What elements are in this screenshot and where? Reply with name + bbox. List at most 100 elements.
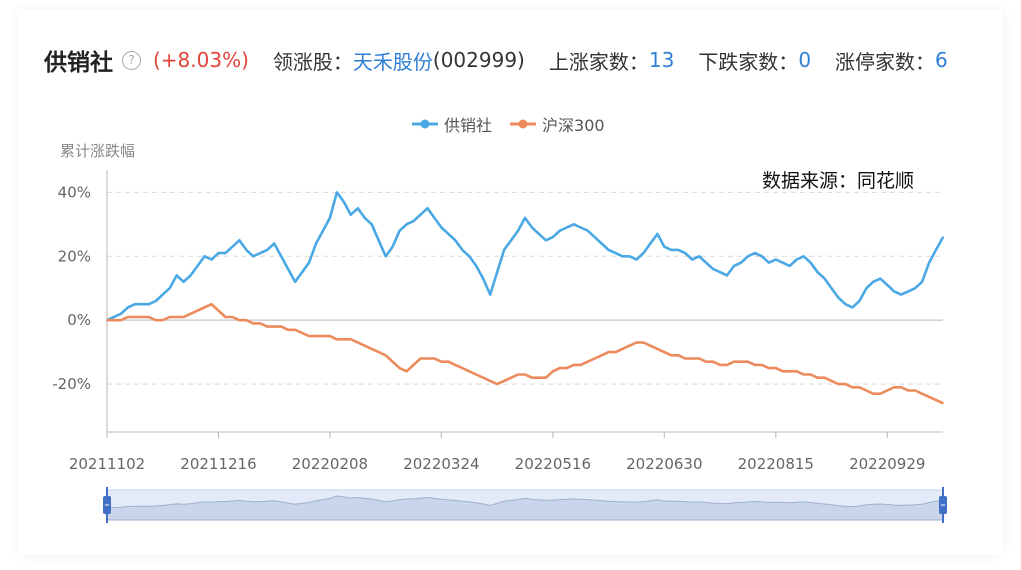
data-point — [462, 367, 464, 369]
data-point — [441, 227, 443, 229]
data-point — [803, 374, 805, 376]
data-point — [434, 217, 436, 219]
data-point — [322, 335, 324, 337]
data-point — [176, 275, 178, 277]
data-point — [273, 243, 275, 245]
x-tick-label: 20211102 — [69, 455, 145, 473]
data-point — [301, 271, 303, 273]
data-point — [239, 239, 241, 241]
data-point — [810, 374, 812, 376]
zoom-slider[interactable] — [103, 487, 947, 523]
data-point — [942, 402, 944, 404]
data-point — [559, 230, 561, 232]
x-tick-labels: 20211102 20211216 20220208 20220324 20220516… — [69, 455, 926, 473]
y-tick-label: 40% — [58, 183, 91, 201]
data-point — [127, 307, 129, 309]
data-point — [705, 262, 707, 264]
data-point — [671, 249, 673, 251]
data-point — [448, 233, 450, 235]
data-point — [852, 307, 854, 309]
data-point — [371, 348, 373, 350]
data-point — [914, 287, 916, 289]
data-point — [671, 355, 673, 357]
data-point — [928, 262, 930, 264]
data-point — [768, 262, 770, 264]
data-point — [636, 259, 638, 261]
axes — [107, 170, 943, 438]
data-point — [601, 243, 603, 245]
data-point — [636, 342, 638, 344]
data-point — [190, 313, 192, 315]
data-point — [810, 262, 812, 264]
data-point — [517, 374, 519, 376]
data-point — [218, 310, 220, 312]
data-point — [378, 239, 380, 241]
data-point — [650, 243, 652, 245]
data-point — [677, 355, 679, 357]
data-point — [301, 332, 303, 334]
data-point — [253, 255, 255, 257]
data-point — [266, 326, 268, 328]
data-point — [886, 284, 888, 286]
data-point — [664, 246, 666, 248]
data-point — [928, 396, 930, 398]
data-point — [824, 377, 826, 379]
data-point — [761, 364, 763, 366]
data-point — [399, 230, 401, 232]
data-point — [880, 393, 882, 395]
data-point — [733, 361, 735, 363]
data-point — [921, 393, 923, 395]
data-point — [740, 262, 742, 264]
data-point — [315, 243, 317, 245]
data-point — [106, 319, 108, 321]
data-point — [740, 361, 742, 363]
x-tick-label: 20220630 — [626, 455, 702, 473]
data-point — [747, 361, 749, 363]
data-point — [838, 297, 840, 299]
data-point — [357, 342, 359, 344]
data-point — [845, 303, 847, 305]
data-point — [775, 259, 777, 261]
data-point — [817, 377, 819, 379]
data-point — [629, 345, 631, 347]
data-point — [287, 329, 289, 331]
data-point — [803, 255, 805, 257]
data-point — [775, 367, 777, 369]
data-point — [503, 249, 505, 251]
data-point — [580, 227, 582, 229]
data-point — [434, 358, 436, 360]
x-tick-label: 20220929 — [849, 455, 925, 473]
data-point — [350, 339, 352, 341]
x-tick-label: 20220516 — [515, 455, 591, 473]
data-point — [831, 287, 833, 289]
data-point — [294, 329, 296, 331]
data-point — [336, 192, 338, 194]
data-point — [796, 370, 798, 372]
data-point — [482, 377, 484, 379]
data-point — [413, 364, 415, 366]
data-point — [935, 399, 937, 401]
data-point — [336, 339, 338, 341]
data-point — [900, 294, 902, 296]
data-point — [385, 355, 387, 357]
data-point — [413, 220, 415, 222]
data-point — [287, 268, 289, 270]
data-point — [364, 345, 366, 347]
data-point — [691, 259, 693, 261]
data-point — [364, 217, 366, 219]
data-point — [399, 367, 401, 369]
data-point — [601, 355, 603, 357]
series-line-2 — [107, 304, 943, 403]
data-point — [141, 303, 143, 305]
data-point — [211, 259, 213, 261]
data-point — [239, 319, 241, 321]
data-point — [496, 271, 498, 273]
data-point — [169, 287, 171, 289]
data-point — [246, 249, 248, 251]
data-point — [155, 300, 157, 302]
data-point — [378, 351, 380, 353]
data-point — [322, 230, 324, 232]
data-point — [657, 233, 659, 235]
data-point — [448, 361, 450, 363]
